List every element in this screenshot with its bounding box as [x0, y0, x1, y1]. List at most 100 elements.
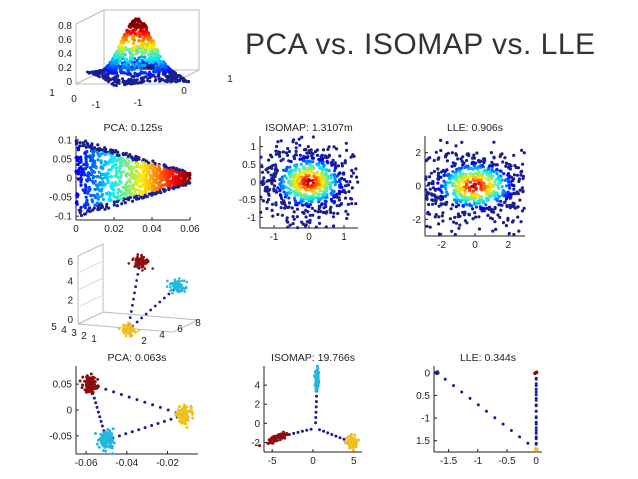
- data-point: [263, 188, 267, 192]
- data-point: [92, 387, 96, 391]
- data-point: [81, 141, 85, 145]
- data-point: [105, 175, 109, 179]
- data-point: [294, 149, 298, 154]
- data-point: [351, 171, 355, 175]
- data-point: [135, 194, 139, 198]
- data-point: [134, 52, 139, 56]
- data-point: [521, 189, 525, 193]
- data-point: [80, 171, 84, 175]
- data-point: [96, 377, 100, 381]
- data-point: [99, 161, 103, 165]
- data-point: [148, 50, 152, 54]
- data-point: [512, 153, 516, 157]
- data-point: [127, 395, 131, 399]
- data-point: [163, 164, 167, 168]
- x-tick-label: -1: [270, 232, 279, 243]
- data-point: [317, 200, 321, 204]
- data-point: [112, 65, 116, 69]
- z-tick-label: 6: [67, 257, 73, 268]
- data-point: [272, 173, 276, 177]
- data-point: [93, 187, 97, 191]
- y-tick-label: 6: [177, 324, 183, 335]
- data-point: [130, 193, 134, 197]
- data-point: [260, 170, 265, 174]
- data-point: [162, 189, 166, 193]
- data-point: [495, 191, 499, 195]
- chart-title: PCA: 0.063s: [108, 352, 167, 364]
- data-point: [314, 186, 318, 190]
- data-point: [291, 189, 295, 193]
- data-point: [467, 154, 471, 158]
- data-point: [492, 156, 496, 160]
- data-point: [191, 412, 194, 416]
- data-point: [124, 334, 128, 338]
- data-point: [180, 289, 184, 293]
- data-point: [329, 197, 333, 201]
- data-point: [344, 141, 348, 145]
- data-point: [151, 403, 155, 407]
- data-point: [493, 207, 497, 211]
- data-point: [301, 210, 305, 214]
- data-point: [499, 180, 503, 184]
- data-point: [294, 141, 298, 145]
- data-point: [265, 200, 269, 204]
- y-tick-label: -1: [134, 98, 143, 109]
- data-point: [346, 183, 350, 187]
- data-point: [432, 158, 436, 163]
- data-point: [466, 179, 470, 183]
- data-point: [143, 71, 147, 75]
- data-point: [316, 210, 320, 214]
- data-point: [115, 196, 119, 200]
- data-point: [97, 170, 101, 174]
- data-point: [314, 191, 318, 195]
- data-point: [265, 207, 269, 211]
- data-point: [472, 153, 476, 157]
- data-point: [266, 441, 270, 445]
- data-point: [95, 147, 99, 151]
- data-point: [99, 148, 103, 152]
- data-point: [319, 209, 323, 214]
- z-tick-label: 4: [67, 276, 73, 287]
- y-tick-label: -0.5: [239, 195, 257, 206]
- data-point: [152, 48, 156, 52]
- data-point: [140, 255, 143, 259]
- data-point: [437, 204, 441, 208]
- data-point: [148, 47, 152, 51]
- data-point: [430, 202, 435, 206]
- data-point: [321, 148, 326, 152]
- data-point: [292, 217, 296, 221]
- data-point: [185, 405, 189, 409]
- y-tick-label: 0.5: [416, 391, 430, 402]
- data-point: [490, 164, 494, 168]
- data-point: [441, 219, 445, 223]
- data-point: [439, 184, 443, 188]
- data-point: [321, 210, 325, 214]
- data-point: [492, 140, 496, 144]
- data-point: [146, 52, 151, 57]
- y-tick-label: 1: [250, 142, 256, 153]
- data-point: [492, 194, 497, 198]
- data-point: [506, 165, 511, 170]
- data-point: [159, 191, 163, 195]
- data-point: [90, 376, 93, 380]
- data-point: [517, 179, 521, 184]
- data-point: [89, 172, 93, 176]
- data-point: [304, 215, 308, 219]
- data-point: [451, 203, 455, 207]
- data-point: [325, 156, 329, 160]
- data-point: [459, 187, 463, 191]
- data-point: [349, 196, 353, 201]
- data-point: [468, 396, 472, 400]
- data-point: [324, 199, 328, 204]
- x-tick-label: -1: [473, 456, 482, 467]
- data-point: [315, 394, 318, 398]
- data-point: [122, 48, 126, 52]
- data-point: [458, 214, 462, 218]
- data-point: [269, 439, 273, 443]
- x-tick-label: -5: [268, 456, 277, 467]
- data-point: [338, 190, 342, 194]
- data-point: [104, 437, 108, 441]
- data-point: [429, 171, 433, 175]
- data-point: [495, 172, 499, 176]
- data-point: [346, 438, 350, 442]
